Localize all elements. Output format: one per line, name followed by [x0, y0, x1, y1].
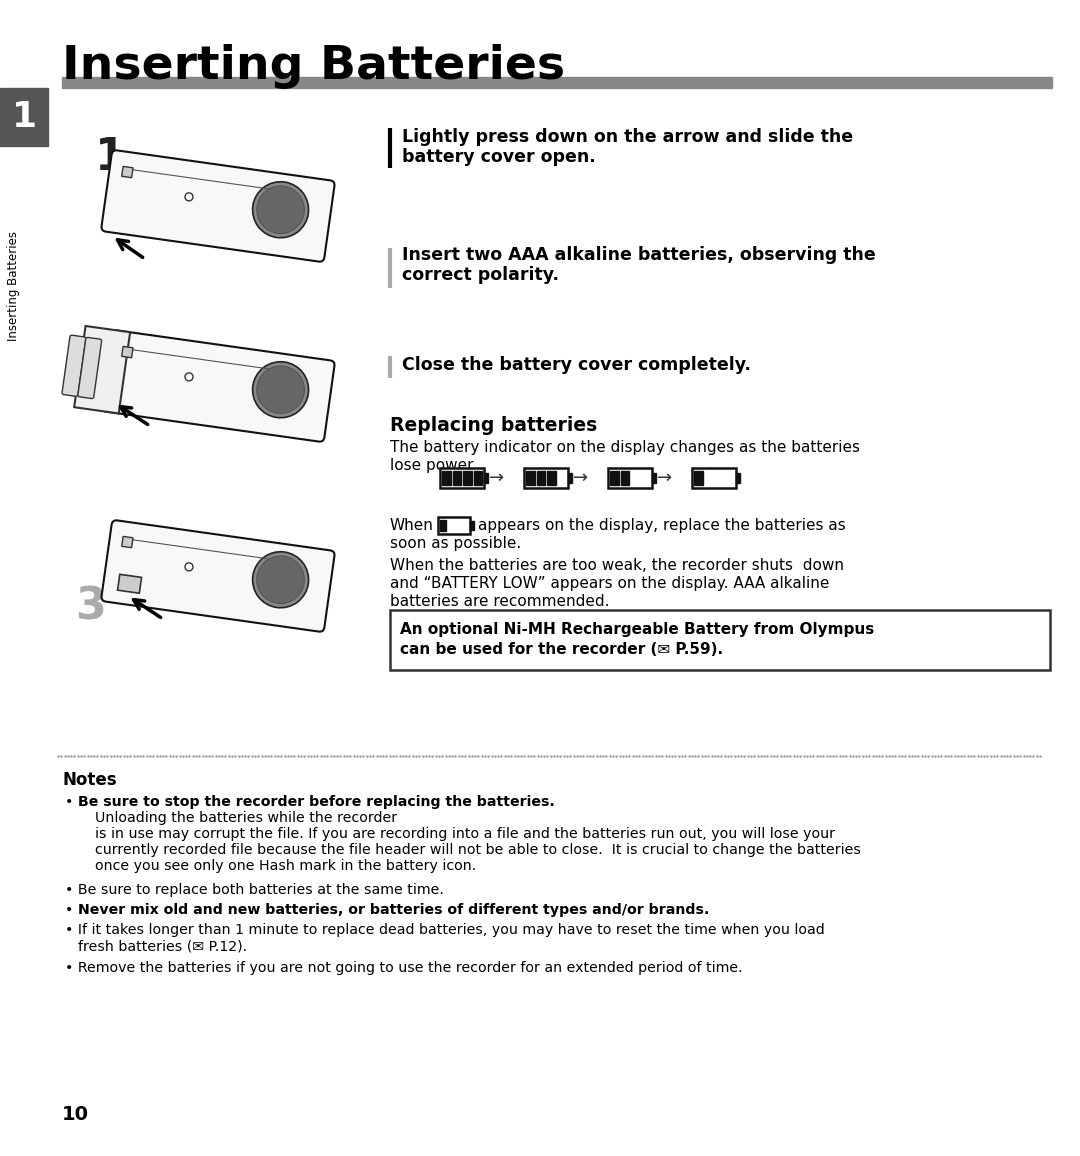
Bar — [122, 347, 133, 357]
FancyBboxPatch shape — [78, 338, 102, 399]
Text: When the batteries are too weak, the recorder shuts  down: When the batteries are too weak, the rec… — [390, 558, 843, 573]
Bar — [440, 520, 446, 531]
Text: Be sure to stop the recorder before replacing the batteries.: Be sure to stop the recorder before repl… — [78, 795, 555, 809]
Text: • Be sure to replace both batteries at the same time.: • Be sure to replace both batteries at t… — [65, 883, 444, 897]
Bar — [62, 77, 1052, 88]
Text: can be used for the recorder (✉ P.59).: can be used for the recorder (✉ P.59). — [400, 642, 724, 657]
Circle shape — [253, 551, 309, 608]
Bar — [526, 470, 535, 486]
Text: •: • — [65, 795, 78, 809]
Bar — [440, 468, 484, 488]
Text: Insert two AAA alkaline batteries, observing the: Insert two AAA alkaline batteries, obser… — [402, 246, 876, 264]
Text: →: → — [657, 469, 672, 487]
Bar — [122, 166, 133, 178]
Text: Close the battery cover completely.: Close the battery cover completely. — [402, 356, 751, 375]
Text: and “BATTERY LOW” appears on the display. AAA alkaline: and “BATTERY LOW” appears on the display… — [390, 576, 829, 591]
Bar — [453, 470, 461, 486]
Bar — [608, 468, 652, 488]
Text: correct polarity.: correct polarity. — [402, 266, 559, 284]
Bar — [735, 473, 740, 483]
Text: appears on the display, replace the batteries as: appears on the display, replace the batt… — [478, 518, 846, 533]
Text: Lightly press down on the arrow and slide the: Lightly press down on the arrow and slid… — [402, 128, 853, 146]
Bar — [568, 473, 572, 483]
Bar — [0, 88, 48, 146]
Circle shape — [257, 556, 305, 603]
Circle shape — [253, 181, 309, 238]
Text: currently recorded file because the file header will not be able to close.  It i: currently recorded file because the file… — [95, 843, 861, 857]
FancyBboxPatch shape — [102, 520, 335, 631]
Bar — [473, 470, 482, 486]
Text: • Remove the batteries if you are not going to use the recorder for an extended : • Remove the batteries if you are not go… — [65, 961, 743, 975]
Text: 2: 2 — [75, 336, 106, 379]
FancyBboxPatch shape — [102, 331, 335, 442]
Bar — [546, 470, 555, 486]
Circle shape — [185, 373, 193, 380]
Text: Never mix old and new batteries, or batteries of different types and/or brands.: Never mix old and new batteries, or batt… — [78, 903, 710, 917]
Circle shape — [257, 366, 305, 414]
Text: →: → — [489, 469, 504, 487]
Bar — [390, 610, 1050, 670]
Text: lose power.: lose power. — [390, 458, 477, 473]
Bar — [75, 326, 130, 414]
FancyBboxPatch shape — [102, 150, 335, 261]
Text: batteries are recommended.: batteries are recommended. — [390, 594, 609, 609]
Text: An optional Ni-MH Rechargeable Battery from Olympus: An optional Ni-MH Rechargeable Battery f… — [400, 622, 874, 637]
Text: • If it takes longer than 1 minute to replace dead batteries, you may have to re: • If it takes longer than 1 minute to re… — [65, 922, 825, 938]
Circle shape — [257, 186, 305, 234]
Text: 3: 3 — [75, 586, 106, 629]
Bar — [442, 470, 450, 486]
FancyBboxPatch shape — [62, 335, 85, 397]
Text: is in use may corrupt the file. If you are recording into a file and the batteri: is in use may corrupt the file. If you a… — [95, 827, 835, 842]
Bar — [652, 473, 656, 483]
Text: The battery indicator on the display changes as the batteries: The battery indicator on the display cha… — [390, 440, 860, 455]
Text: Unloading the batteries while the recorder: Unloading the batteries while the record… — [95, 812, 397, 825]
Bar — [610, 470, 619, 486]
Text: When: When — [390, 518, 434, 533]
Text: once you see only one Hash mark in the battery icon.: once you see only one Hash mark in the b… — [95, 859, 476, 873]
Bar — [118, 575, 141, 593]
Bar — [621, 470, 629, 486]
Text: •: • — [65, 903, 78, 917]
Circle shape — [185, 193, 193, 201]
Bar — [438, 517, 470, 534]
Bar — [524, 468, 568, 488]
Text: soon as possible.: soon as possible. — [390, 536, 522, 551]
Bar — [470, 521, 474, 529]
Bar — [692, 468, 735, 488]
Bar — [122, 536, 133, 548]
Text: 1: 1 — [95, 136, 126, 179]
Text: Notes: Notes — [62, 771, 117, 790]
Circle shape — [185, 563, 193, 571]
Circle shape — [253, 362, 309, 417]
Text: 10: 10 — [62, 1105, 89, 1124]
Text: →: → — [573, 469, 589, 487]
Text: Replacing batteries: Replacing batteries — [390, 416, 597, 435]
Text: fresh batteries (✉ P.12).: fresh batteries (✉ P.12). — [78, 939, 247, 953]
Bar — [694, 470, 702, 486]
Bar — [484, 473, 488, 483]
Bar — [537, 470, 545, 486]
Text: 1: 1 — [12, 101, 37, 134]
Bar — [463, 470, 472, 486]
Text: Inserting Batteries: Inserting Batteries — [8, 231, 21, 341]
Text: battery cover open.: battery cover open. — [402, 148, 596, 166]
Text: Inserting Batteries: Inserting Batteries — [62, 44, 565, 89]
